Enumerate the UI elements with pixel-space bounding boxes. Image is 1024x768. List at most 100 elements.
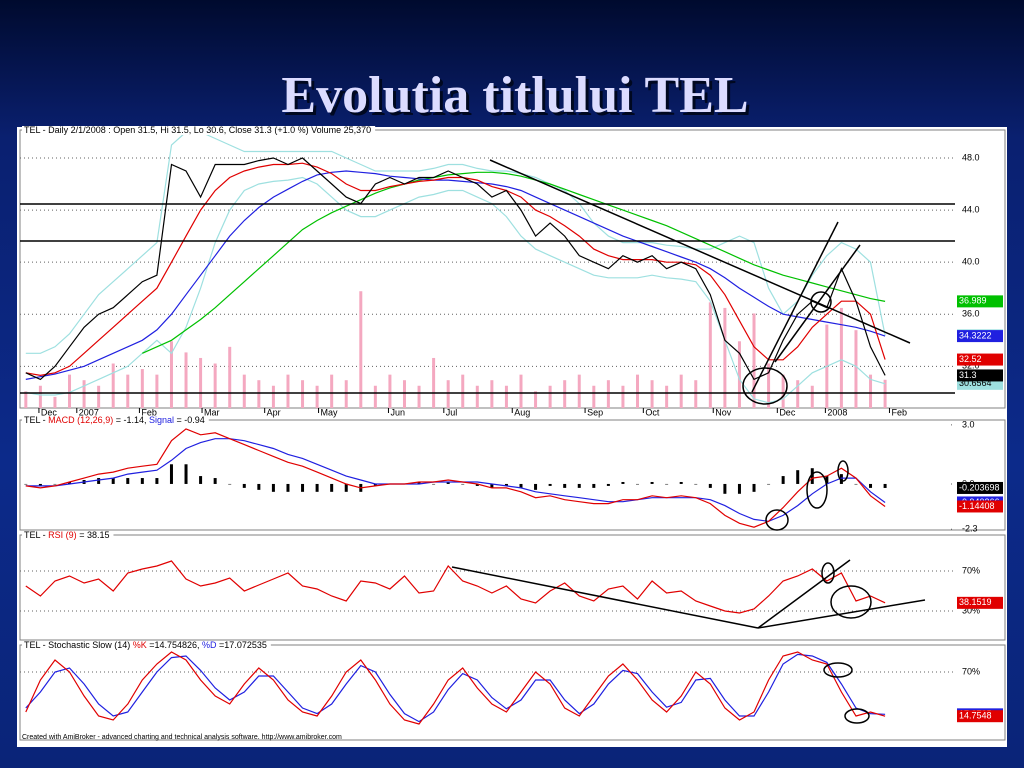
x-tick-label: Aug: [514, 407, 530, 417]
histogram-bar: [315, 483, 319, 492]
histogram-bar: [169, 464, 173, 484]
histogram-bar: [592, 483, 596, 488]
series-line: [25, 428, 886, 528]
histogram-bar: [504, 483, 508, 486]
x-tick-label: May: [321, 407, 339, 417]
histogram-bar: [184, 464, 188, 484]
histogram-bar: [446, 481, 450, 484]
header-background: [22, 416, 209, 425]
volume-bar: [490, 380, 494, 408]
histogram-bar: [534, 483, 538, 490]
x-tick-label: Feb: [141, 407, 157, 417]
end-value-box: [957, 500, 1003, 513]
end-value-label: 30.6564: [959, 378, 992, 388]
volume-bar: [592, 385, 596, 408]
volume-bar: [679, 374, 683, 408]
volume-bar: [577, 374, 581, 408]
volume-bar: [38, 385, 42, 408]
x-tick-label: Jun: [390, 407, 405, 417]
series-line: [25, 176, 886, 404]
volume-bar: [636, 374, 640, 408]
histogram-bar: [636, 483, 640, 485]
volume-bar: [286, 374, 290, 408]
histogram-bar: [330, 483, 334, 492]
histogram-bar: [519, 483, 523, 488]
end-value-label: 36.989: [959, 296, 987, 306]
volume-bar: [534, 391, 538, 408]
histogram-bar: [53, 483, 57, 485]
y-tick-label: 32.0: [962, 361, 980, 371]
y-tick-label: -2.3: [962, 524, 978, 534]
circle-mark: [823, 662, 853, 678]
volume-bar: [271, 385, 275, 408]
volume-bar: [330, 374, 334, 408]
histogram-bar: [271, 483, 275, 492]
header-part: = 38.15: [77, 530, 110, 540]
volume-bar: [126, 374, 130, 408]
y-tick-label: 30%: [962, 605, 980, 615]
histogram-bar: [563, 483, 567, 488]
trend-line: [751, 221, 839, 393]
histogram-bar: [155, 478, 159, 484]
histogram-bar: [621, 481, 625, 484]
x-tick-label: Dec: [779, 407, 796, 417]
header-part: = -0.94: [174, 415, 205, 425]
end-value-box: [957, 353, 1003, 366]
volume-bar: [315, 385, 319, 408]
circle-mark: [742, 367, 788, 405]
histogram-bar: [373, 483, 377, 486]
histogram-bar: [228, 483, 232, 485]
volume-bar: [373, 385, 377, 408]
end-value-label: -1.14408: [959, 501, 995, 511]
histogram-bar: [825, 476, 829, 484]
volume-bar: [24, 391, 28, 408]
x-tick-label: Mar: [204, 407, 220, 417]
end-value-label: 31.3: [959, 370, 977, 380]
circle-mark: [830, 585, 872, 619]
volume-bar: [228, 346, 232, 408]
volume-bar: [140, 369, 144, 408]
series-line: [25, 653, 886, 723]
volume-bar: [504, 385, 508, 408]
histogram-bar: [461, 483, 465, 485]
volume-bar: [461, 374, 465, 408]
panel-header: TEL - Daily 2/1/2008 : Open 31.5, Hi 31.…: [24, 125, 371, 135]
volume-bar: [723, 307, 727, 408]
volume-bar: [563, 380, 567, 408]
footer: Created with AmiBroker - advanced charti…: [22, 734, 342, 741]
volume-bar: [621, 385, 625, 408]
histogram-bar: [140, 478, 144, 484]
histogram-bar: [242, 483, 246, 488]
volume-bar: [257, 380, 261, 408]
series-line: [25, 560, 886, 614]
volume-bar: [155, 374, 159, 408]
volume-bar: [184, 352, 188, 408]
y-tick-label: 70%: [962, 666, 980, 676]
title-shadow: Evolutia titlului TEL: [284, 70, 751, 127]
histogram-bar: [111, 478, 115, 484]
volume-bar: [97, 385, 101, 408]
header-background: [22, 641, 271, 650]
panel-header: TEL - RSI (9) = 38.15: [24, 530, 109, 540]
series-line: [25, 438, 886, 522]
series-line: [142, 171, 886, 354]
x-tick-label: Jul: [446, 407, 458, 417]
x-tick-label: Nov: [715, 407, 732, 417]
end-value-box: [957, 481, 1003, 494]
end-value-box: [957, 369, 1003, 382]
header-part: %D: [202, 640, 217, 650]
histogram-bar: [257, 483, 261, 490]
histogram-bar: [475, 483, 479, 486]
annotations: [20, 159, 955, 724]
volume-bar: [869, 374, 873, 408]
panel-header: TEL - MACD (12,26,9) = -1.14, Signal = -…: [24, 415, 205, 425]
volume-bar: [169, 341, 173, 408]
histogram-bar: [213, 478, 217, 484]
volume-bar: [402, 380, 406, 408]
end-value-box: [957, 596, 1003, 609]
histogram-bar: [694, 483, 698, 485]
circle-mark: [810, 291, 832, 313]
y-tick-label: 40.0: [962, 257, 980, 267]
volume-bar: [446, 380, 450, 408]
end-value-label: 38.1519: [959, 597, 992, 607]
